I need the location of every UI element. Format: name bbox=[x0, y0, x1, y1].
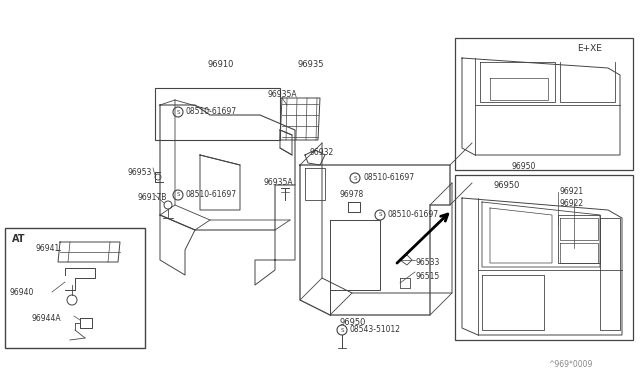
Text: 96950: 96950 bbox=[512, 162, 536, 171]
Text: 08510-61697: 08510-61697 bbox=[185, 190, 236, 199]
Text: 96941: 96941 bbox=[35, 244, 60, 253]
Text: 96950: 96950 bbox=[494, 181, 520, 190]
Text: S: S bbox=[176, 109, 180, 115]
Text: 96921: 96921 bbox=[560, 187, 584, 196]
Text: S: S bbox=[340, 327, 344, 333]
Text: 08510-61697: 08510-61697 bbox=[185, 107, 236, 116]
Text: 96944A: 96944A bbox=[32, 314, 61, 323]
Text: 08510-61697: 08510-61697 bbox=[388, 210, 439, 219]
Bar bbox=[455, 38, 633, 170]
Text: 96935A: 96935A bbox=[264, 178, 294, 187]
Text: 96910: 96910 bbox=[207, 60, 234, 69]
Text: 96978: 96978 bbox=[340, 190, 364, 199]
Text: 08543-51012: 08543-51012 bbox=[350, 325, 401, 334]
Text: E+XE: E+XE bbox=[577, 44, 602, 53]
Text: 96932: 96932 bbox=[310, 148, 334, 157]
Bar bbox=[455, 175, 633, 340]
Text: 96940: 96940 bbox=[9, 288, 33, 297]
Text: S: S bbox=[353, 176, 356, 180]
Text: 96935: 96935 bbox=[298, 60, 324, 69]
Text: 08510-61697: 08510-61697 bbox=[363, 173, 414, 182]
Text: 96533: 96533 bbox=[415, 258, 440, 267]
Text: 96935A: 96935A bbox=[267, 90, 296, 99]
Text: 96917B: 96917B bbox=[138, 193, 168, 202]
Text: 96953: 96953 bbox=[128, 168, 152, 177]
Text: AT: AT bbox=[12, 234, 26, 244]
Text: S: S bbox=[378, 212, 381, 218]
Text: S: S bbox=[176, 192, 180, 198]
Bar bbox=[5, 228, 145, 348]
Text: 96922: 96922 bbox=[560, 199, 584, 208]
Text: 96515: 96515 bbox=[415, 272, 439, 281]
Text: 96950: 96950 bbox=[340, 318, 366, 327]
Bar bbox=[155, 88, 280, 140]
Text: ^969*0009: ^969*0009 bbox=[548, 360, 593, 369]
